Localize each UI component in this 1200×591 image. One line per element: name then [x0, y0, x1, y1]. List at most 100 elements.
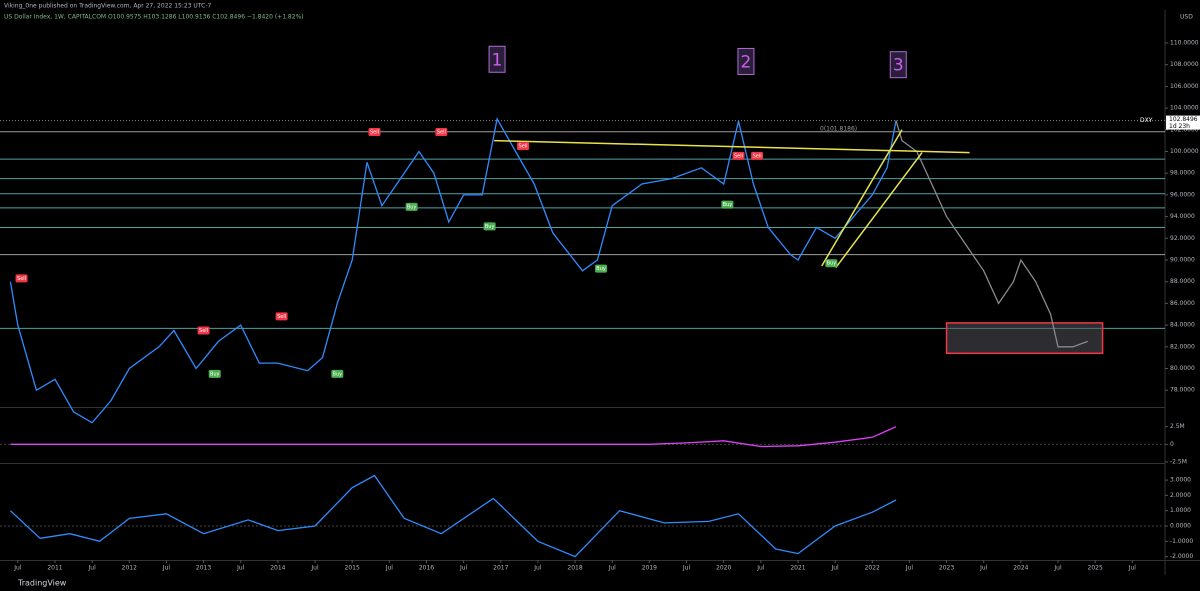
brand: TradingView	[17, 579, 67, 588]
signal-badge	[435, 127, 448, 136]
signal-label: Sell	[753, 153, 762, 159]
signal-badge	[208, 369, 221, 378]
fib-label: 0(101.8186)	[820, 125, 857, 132]
y-tick-label: 84.0000	[1170, 322, 1195, 329]
x-tick-label: Jul	[13, 565, 22, 572]
x-tick-label: Jul	[1053, 565, 1062, 572]
x-tick-label: 2015	[345, 565, 360, 572]
series-line	[9, 117, 897, 424]
series-line	[10, 426, 897, 448]
trendline	[821, 129, 903, 267]
y-tick-label: 92.0000	[1170, 235, 1195, 242]
x-tick-label: 2013	[196, 565, 211, 572]
x-tick-label: 2023	[939, 565, 954, 572]
x-tick-label: Jul	[979, 565, 988, 572]
y-tick-label: 96.0000	[1170, 191, 1195, 198]
y-tick-label: 3.0000	[1170, 477, 1191, 484]
trendline	[835, 152, 923, 269]
x-tick-label: Jul	[830, 565, 839, 572]
y-tick-label: 2.0000	[1170, 492, 1191, 499]
y-tick-label: 108.0000	[1170, 61, 1199, 68]
wave-label: 2	[741, 52, 752, 72]
series-line	[9, 474, 897, 558]
signal-badge	[721, 200, 734, 209]
y-tick-label: 2.5M	[1170, 423, 1185, 430]
x-tick-label: 2019	[642, 565, 657, 572]
y-tick-label: 0	[1170, 441, 1174, 448]
x-tick-label: Jul	[682, 565, 691, 572]
x-tick-label: 2025	[1088, 565, 1103, 572]
signal-badge	[517, 142, 530, 151]
y-tick-label: -2.0000	[1170, 553, 1193, 560]
signal-label: Sell	[199, 328, 208, 334]
x-tick-label: 2020	[716, 565, 731, 572]
signal-badge	[197, 326, 210, 335]
x-tick-label: Jul	[756, 565, 765, 572]
wave-label: 3	[893, 56, 904, 76]
y-tick-label: 80.0000	[1170, 365, 1195, 372]
symbol-line: US Dollar Index, 1W, CAPITALCOM O100.957…	[4, 14, 304, 21]
currency: USD	[1180, 14, 1193, 21]
last-price-box	[1166, 115, 1200, 130]
signal-label: Buy	[333, 371, 343, 377]
y-tick-label: 94.0000	[1170, 213, 1195, 220]
wave-box	[889, 51, 907, 79]
signal-badge	[751, 151, 764, 160]
signal-badge	[483, 222, 496, 231]
signal-label: Sell	[734, 153, 743, 159]
x-tick-label: Jul	[608, 565, 617, 572]
signal-badge	[275, 312, 288, 321]
wave-box	[737, 47, 755, 75]
signal-badge	[405, 202, 418, 211]
x-tick-label: 2014	[270, 565, 285, 572]
publisher: Viking_0ne published on TradingView.com,…	[4, 3, 211, 10]
countdown: 1d 23h	[1169, 123, 1190, 130]
last-symbol: DXY	[1140, 117, 1153, 124]
series-line	[895, 120, 1088, 348]
signal-label: Buy	[596, 266, 606, 272]
x-tick-label: 2024	[1013, 565, 1028, 572]
last-price-label: 102.8496	[1169, 116, 1198, 123]
signal-label: Sell	[370, 129, 379, 135]
x-tick-label: 2016	[419, 565, 434, 572]
signal-badge	[825, 259, 838, 268]
x-tick-label: Jul	[459, 565, 468, 572]
signal-label: Buy	[485, 224, 495, 230]
y-tick-label: 100.0000	[1170, 148, 1199, 155]
y-tick-label: 90.0000	[1170, 256, 1195, 263]
signal-badge	[331, 369, 344, 378]
y-tick-label: -2.5M	[1170, 459, 1187, 466]
signal-label: Sell	[277, 314, 286, 320]
x-tick-label: 2017	[493, 565, 508, 572]
x-tick-label: Jul	[905, 565, 914, 572]
x-tick-label: Jul	[88, 565, 97, 572]
x-tick-label: Jul	[533, 565, 542, 572]
x-tick-label: Jul	[1128, 565, 1137, 572]
signal-badge	[368, 127, 381, 136]
wave-label: 1	[492, 50, 503, 70]
signal-label: Buy	[723, 202, 733, 208]
signal-label: Sell	[437, 129, 446, 135]
x-tick-label: 2022	[865, 565, 880, 572]
signal-badge	[732, 151, 745, 160]
x-tick-label: 2012	[122, 565, 137, 572]
x-tick-label: 2021	[790, 565, 805, 572]
y-tick-label: 106.0000	[1170, 83, 1199, 90]
y-tick-label: 86.0000	[1170, 300, 1195, 307]
y-tick-label: 98.0000	[1170, 170, 1195, 177]
y-tick-label: 0.0000	[1170, 523, 1191, 530]
y-tick-label: 102.0000	[1170, 126, 1199, 133]
x-tick-label: Jul	[385, 565, 394, 572]
wave-box	[488, 45, 506, 73]
x-tick-label: Jul	[236, 565, 245, 572]
y-tick-label: 88.0000	[1170, 278, 1195, 285]
y-tick-label: 1.0000	[1170, 507, 1191, 514]
signal-label: Sell	[519, 144, 528, 150]
x-tick-label: 2011	[47, 565, 62, 572]
y-tick-label: 78.0000	[1170, 387, 1195, 394]
x-tick-label: Jul	[310, 565, 319, 572]
signal-badge	[595, 264, 608, 273]
